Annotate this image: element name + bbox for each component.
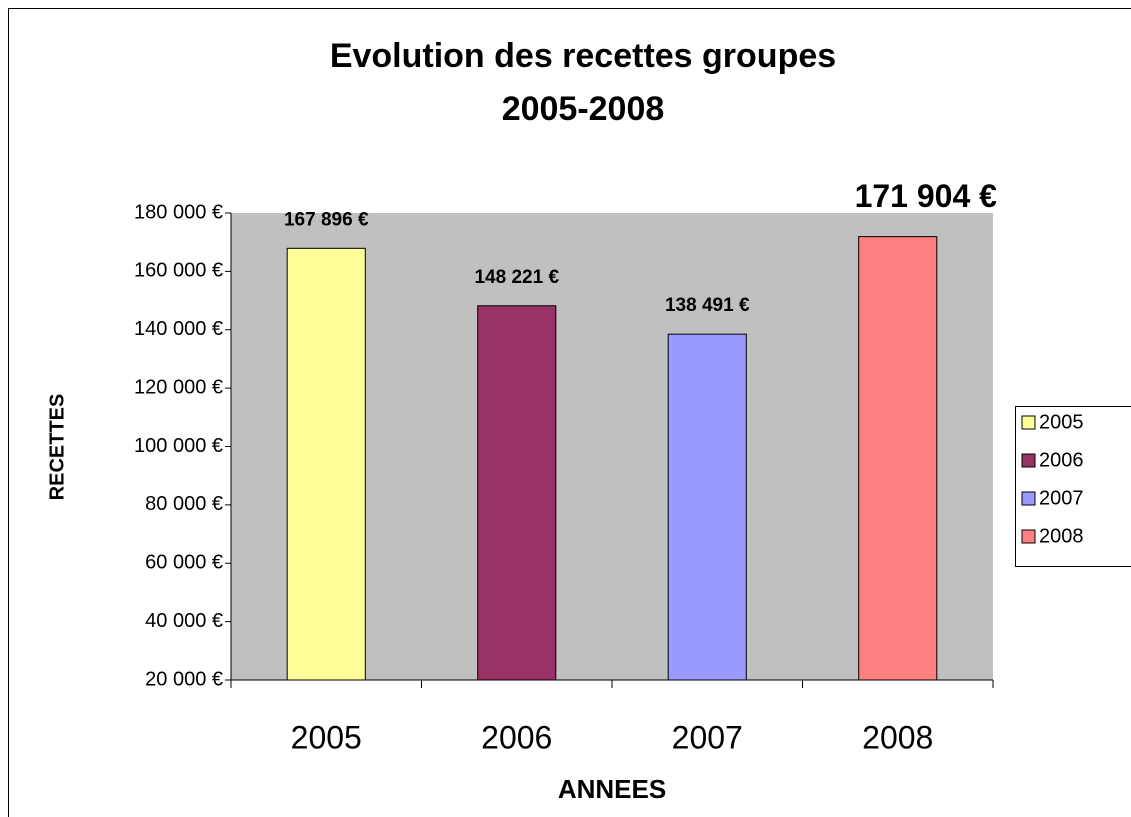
legend-label: 2008	[1039, 525, 1084, 547]
y-tick-label: 180 000 €	[134, 201, 223, 223]
x-axis-label: ANNEES	[558, 774, 666, 804]
legend-label: 2007	[1039, 487, 1084, 509]
legend-swatch	[1021, 453, 1036, 468]
legend-label: 2005	[1039, 411, 1084, 433]
legend-swatch	[1021, 529, 1036, 544]
legend-swatch	[1021, 491, 1036, 506]
y-tick-label: 160 000 €	[134, 260, 223, 282]
value-label: 138 491 €	[665, 295, 750, 316]
y-tick-label: 140 000 €	[134, 318, 223, 340]
y-tick-label: 60 000 €	[145, 552, 223, 574]
legend-label: 2006	[1039, 449, 1084, 471]
y-tick-label: 120 000 €	[134, 376, 223, 398]
bar	[858, 236, 938, 681]
chart-title: Evolution des recettes groupes	[330, 37, 836, 75]
x-tick-label: 2005	[291, 719, 362, 755]
y-tick-label: 20 000 €	[145, 668, 223, 690]
bar	[286, 247, 366, 681]
bar	[477, 305, 557, 681]
value-label: 171 904 €	[855, 178, 998, 214]
value-label: 148 221 €	[474, 267, 559, 288]
value-label: 167 896 €	[284, 209, 369, 230]
legend	[1015, 406, 1131, 567]
y-axis-label: RECETTES	[46, 394, 68, 501]
x-tick-label: 2007	[672, 719, 743, 755]
legend-swatch	[1021, 415, 1036, 430]
x-tick-label: 2006	[481, 719, 552, 755]
bar	[667, 333, 747, 681]
y-tick-label: 80 000 €	[145, 493, 223, 515]
x-tick-label: 2008	[862, 719, 933, 755]
y-tick-label: 100 000 €	[134, 435, 223, 457]
y-tick-label: 40 000 €	[145, 610, 223, 632]
chart-subtitle: 2005-2008	[502, 90, 665, 128]
